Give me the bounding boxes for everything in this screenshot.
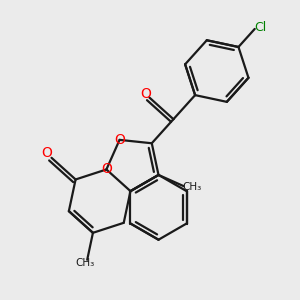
Text: CH₃: CH₃ [182, 182, 202, 193]
Text: O: O [114, 133, 125, 147]
Text: O: O [101, 163, 112, 176]
Text: O: O [140, 87, 151, 101]
Text: O: O [41, 146, 52, 160]
Text: CH₃: CH₃ [76, 258, 95, 268]
Text: Cl: Cl [255, 21, 267, 34]
